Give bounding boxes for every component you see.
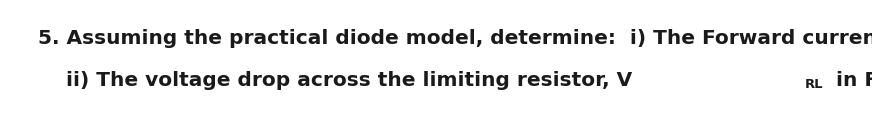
Text: 5. Assuming the practical diode model, determine:  i) The Forward current, I: 5. Assuming the practical diode model, d… [38, 28, 872, 47]
Text: ii) The voltage drop across the limiting resistor, V: ii) The voltage drop across the limiting… [38, 71, 632, 90]
Text: in Fig. 1 and Fig. 2 below: in Fig. 1 and Fig. 2 below [828, 71, 872, 90]
Text: RL: RL [805, 78, 823, 91]
